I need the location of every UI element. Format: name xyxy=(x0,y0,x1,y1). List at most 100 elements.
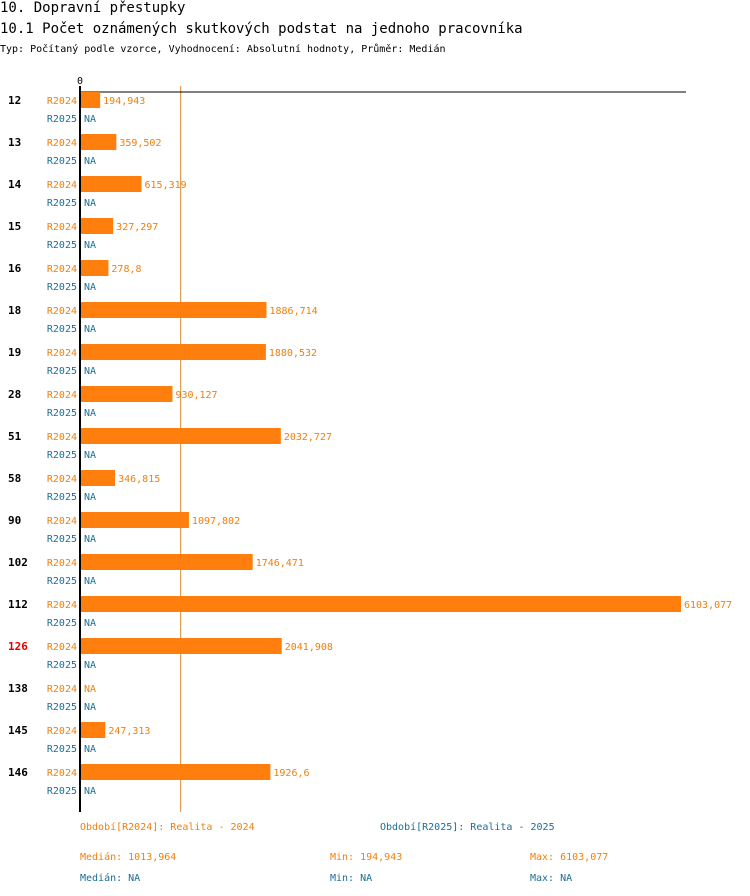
category-label: 15 xyxy=(8,220,21,233)
category-label: 16 xyxy=(8,262,22,275)
category-label: 13 xyxy=(8,136,21,149)
data-label-r2024: 278,8 xyxy=(111,264,141,275)
data-label-r2025: NA xyxy=(84,450,96,461)
data-label-r2025: NA xyxy=(84,660,96,671)
series-label-r2025: R2025 xyxy=(47,492,77,503)
category-label: 90 xyxy=(8,514,21,527)
data-label-r2025: NA xyxy=(84,156,96,167)
stat-median-r2025: Medián: NA xyxy=(80,873,141,884)
category-label: 51 xyxy=(8,430,22,443)
series-label-r2025: R2025 xyxy=(47,702,77,713)
series-label-r2025: R2025 xyxy=(47,576,77,587)
series-label-r2024: R2024 xyxy=(47,306,77,317)
stat-max-r2025: Max: NA xyxy=(530,873,573,884)
legend-r2024: Období[R2024]: Realita - 2024 xyxy=(80,822,255,833)
data-label-r2025: NA xyxy=(84,282,96,293)
data-label-r2025: NA xyxy=(84,744,96,755)
series-label-r2025: R2025 xyxy=(47,156,77,167)
data-label-r2024: 1746,471 xyxy=(256,558,304,569)
series-label-r2024: R2024 xyxy=(47,180,77,191)
data-label-r2025: NA xyxy=(84,114,96,125)
chart-title: 10.1 Počet oznámených skutkových podstat… xyxy=(0,21,523,37)
data-label-r2025: NA xyxy=(84,324,96,335)
series-label-r2024: R2024 xyxy=(47,726,77,737)
series-label-r2024: R2024 xyxy=(47,96,77,107)
stat-max-r2024: Max: 6103,077 xyxy=(530,852,609,863)
bar-r2024 xyxy=(81,764,271,780)
bar-r2024 xyxy=(81,722,106,738)
data-label-r2024: 930,127 xyxy=(175,390,217,401)
stat-min-r2024: Min: 194,943 xyxy=(330,852,403,863)
series-label-r2024: R2024 xyxy=(47,474,77,485)
bar-r2024 xyxy=(81,134,117,150)
bar-r2024 xyxy=(81,386,173,402)
series-label-r2025: R2025 xyxy=(47,114,77,125)
series-label-r2024: R2024 xyxy=(47,390,77,401)
bar-r2024 xyxy=(81,176,142,192)
series-label-r2024: R2024 xyxy=(47,222,77,233)
data-label-r2024: 194,943 xyxy=(103,96,145,107)
data-label-r2025: NA xyxy=(84,576,96,587)
data-label-r2025: NA xyxy=(84,408,96,419)
category-label: 58 xyxy=(8,472,21,485)
category-label: 146 xyxy=(8,766,28,779)
data-label-r2024: 1097,802 xyxy=(192,516,240,527)
data-label-r2024: 346,815 xyxy=(118,474,160,485)
series-label-r2025: R2025 xyxy=(47,366,77,377)
bar-r2024 xyxy=(81,554,253,570)
data-label-r2024: NA xyxy=(84,684,96,695)
series-label-r2025: R2025 xyxy=(47,660,77,671)
data-label-r2024: 2032,727 xyxy=(284,432,332,443)
series-label-r2025: R2025 xyxy=(47,786,77,797)
series-label-r2025: R2025 xyxy=(47,240,77,251)
series-label-r2025: R2025 xyxy=(47,198,77,209)
series-label-r2024: R2024 xyxy=(47,432,77,443)
data-label-r2024: 1880,532 xyxy=(269,348,317,359)
data-label-r2025: NA xyxy=(84,702,96,713)
series-label-r2024: R2024 xyxy=(47,138,77,149)
bar-r2024 xyxy=(81,344,266,360)
series-label-r2024: R2024 xyxy=(47,684,77,695)
data-label-r2025: NA xyxy=(84,534,96,545)
category-label: 126 xyxy=(8,640,28,653)
bar-r2024 xyxy=(81,596,681,612)
data-label-r2025: NA xyxy=(84,240,96,251)
series-label-r2025: R2025 xyxy=(47,534,77,545)
series-label-r2024: R2024 xyxy=(47,264,77,275)
data-label-r2024: 6103,077 xyxy=(684,600,732,611)
bar-r2024 xyxy=(81,428,281,444)
series-label-r2024: R2024 xyxy=(47,348,77,359)
bar-r2024 xyxy=(81,512,189,528)
data-label-r2024: 1926,6 xyxy=(273,768,309,779)
data-label-r2024: 247,313 xyxy=(108,726,150,737)
bar-r2024 xyxy=(81,470,116,486)
data-label-r2024: 1886,714 xyxy=(269,306,317,317)
bar-r2024 xyxy=(81,638,282,654)
series-label-r2025: R2025 xyxy=(47,408,77,419)
data-label-r2025: NA xyxy=(84,492,96,503)
data-label-r2024: 327,297 xyxy=(116,222,158,233)
series-label-r2025: R2025 xyxy=(47,324,77,335)
category-label: 145 xyxy=(8,724,28,737)
category-label: 138 xyxy=(8,682,28,695)
category-label: 102 xyxy=(8,556,28,569)
data-label-r2024: 615,319 xyxy=(144,180,186,191)
chart-type-description: Typ: Počítaný podle vzorce, Vyhodnocení:… xyxy=(0,44,446,55)
data-label-r2024: 2041,908 xyxy=(285,642,333,653)
bar-r2024 xyxy=(81,260,109,276)
category-label: 14 xyxy=(8,178,22,191)
category-label: 19 xyxy=(8,346,21,359)
stat-min-r2025: Min: NA xyxy=(330,873,373,884)
series-label-r2025: R2025 xyxy=(47,450,77,461)
page-title: 10. Dopravní přestupky xyxy=(0,0,186,16)
series-label-r2025: R2025 xyxy=(47,618,77,629)
bar-r2024 xyxy=(81,218,114,234)
data-label-r2024: 359,502 xyxy=(119,138,161,149)
series-label-r2025: R2025 xyxy=(47,744,77,755)
series-label-r2024: R2024 xyxy=(47,558,77,569)
category-label: 28 xyxy=(8,388,21,401)
data-label-r2025: NA xyxy=(84,618,96,629)
series-label-r2025: R2025 xyxy=(47,282,77,293)
data-label-r2025: NA xyxy=(84,786,96,797)
